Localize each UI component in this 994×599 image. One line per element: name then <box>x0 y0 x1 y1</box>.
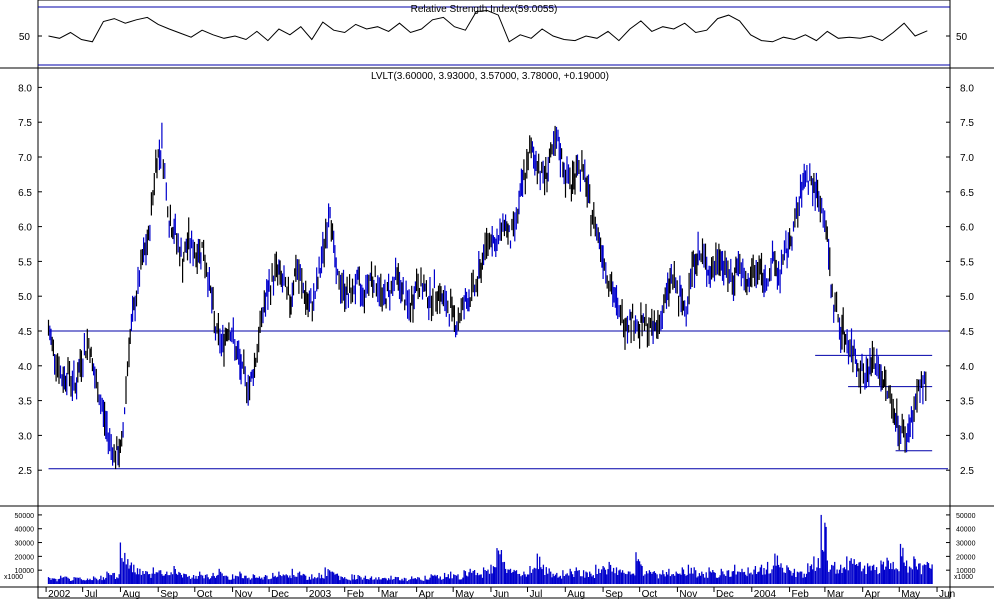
x-tick-label: Jul <box>530 589 543 599</box>
x-tick-label: 2002 <box>48 589 71 599</box>
chart-frame <box>37 0 951 599</box>
price-title: LVLT(3.60000, 3.93000, 3.57000, 3.78000,… <box>371 71 609 82</box>
x-tick-label: Oct <box>197 589 213 599</box>
x-tick-label: Jun <box>939 589 955 599</box>
volume-y-tick-label-right: 40000 <box>956 527 976 534</box>
x-tick-label: Feb <box>347 589 365 599</box>
x-tick-label: Sep <box>160 589 178 599</box>
x-tick-label: 2003 <box>309 589 332 599</box>
x-tick-label: May <box>901 589 920 599</box>
price-y-tick-label-left: 5.0 <box>18 292 32 303</box>
x-tick-label: Jun <box>493 589 509 599</box>
price-y-tick-label-left: 7.0 <box>18 153 32 164</box>
rsi-title: Relative Strength Index(59.0055) <box>411 4 558 15</box>
volume-y-tick-label-left: 50000 <box>15 513 35 520</box>
price-y-tick-label-left: 6.0 <box>18 223 32 234</box>
chart-marks: 2002 Jul Aug Sep Oct Nov Dec 2003 Feb Mar Apr May Ju… <box>15 9 976 599</box>
x-tick-label: Nov <box>235 589 253 599</box>
price-y-tick-label-right: 8.0 <box>960 83 974 94</box>
volume-scale-label-left: x1000 <box>4 574 23 581</box>
price-y-tick-label-left: 6.5 <box>18 188 32 199</box>
volume-scale-label-right: x1000 <box>954 574 973 581</box>
price-y-tick-label-right: 7.5 <box>960 118 974 129</box>
x-tick-label: Dec <box>716 589 734 599</box>
price-y-tick-label-right: 5.5 <box>960 257 974 268</box>
price-y-tick-label-left: 5.5 <box>18 257 32 268</box>
x-tick-label: Mar <box>381 589 399 599</box>
x-tick-label: Mar <box>827 589 845 599</box>
price-y-tick-label-left: 4.5 <box>18 327 32 338</box>
price-y-tick-label-right: 6.5 <box>960 188 974 199</box>
price-y-tick-label-left: 4.0 <box>18 362 32 373</box>
volume-y-tick-label-left: 40000 <box>15 527 35 534</box>
rsi-line <box>48 9 928 43</box>
price-y-tick-label-right: 4.0 <box>960 362 974 373</box>
x-tick-label: Aug <box>122 589 140 599</box>
rsi-y-tick-label-right: 50 <box>956 32 968 43</box>
volume-y-tick-label-left: 20000 <box>15 554 35 561</box>
price-y-tick-label-right: 5.0 <box>960 292 974 303</box>
price-y-tick-label-left: 2.5 <box>18 466 32 477</box>
x-tick-label: Sep <box>605 589 623 599</box>
x-tick-label: Dec <box>271 589 289 599</box>
price-y-tick-label-left: 3.0 <box>18 431 32 442</box>
x-tick-label: 2004 <box>754 589 777 599</box>
volume-y-tick-label-right: 20000 <box>956 554 976 561</box>
price-y-tick-label-left: 8.0 <box>18 83 32 94</box>
volume-y-tick-label-right: 10000 <box>956 568 976 575</box>
x-tick-label: Jul <box>85 589 98 599</box>
rsi-y-tick-label-left: 50 <box>19 32 31 43</box>
x-tick-label: Oct <box>642 589 658 599</box>
volume-y-tick-label-left: 10000 <box>15 568 35 575</box>
x-tick-label: Feb <box>792 589 810 599</box>
x-tick-label: Apr <box>865 589 881 599</box>
price-y-tick-label-left: 3.5 <box>18 397 32 408</box>
price-y-tick-label-right: 4.5 <box>960 327 974 338</box>
price-y-tick-label-right: 2.5 <box>960 466 974 477</box>
x-tick-label: Nov <box>679 589 697 599</box>
price-y-tick-label-right: 3.5 <box>960 397 974 408</box>
price-y-tick-label-right: 6.0 <box>960 223 974 234</box>
price-y-tick-label-left: 7.5 <box>18 118 32 129</box>
price-y-tick-label-right: 7.0 <box>960 153 974 164</box>
x-tick-label: Aug <box>567 589 585 599</box>
volume-y-tick-label-right: 30000 <box>956 541 976 548</box>
x-tick-label: May <box>455 589 474 599</box>
price-y-tick-label-right: 3.0 <box>960 431 974 442</box>
volume-y-tick-label-right: 50000 <box>956 513 976 520</box>
volume-y-tick-label-left: 30000 <box>15 541 35 548</box>
x-tick-label: Apr <box>419 589 435 599</box>
